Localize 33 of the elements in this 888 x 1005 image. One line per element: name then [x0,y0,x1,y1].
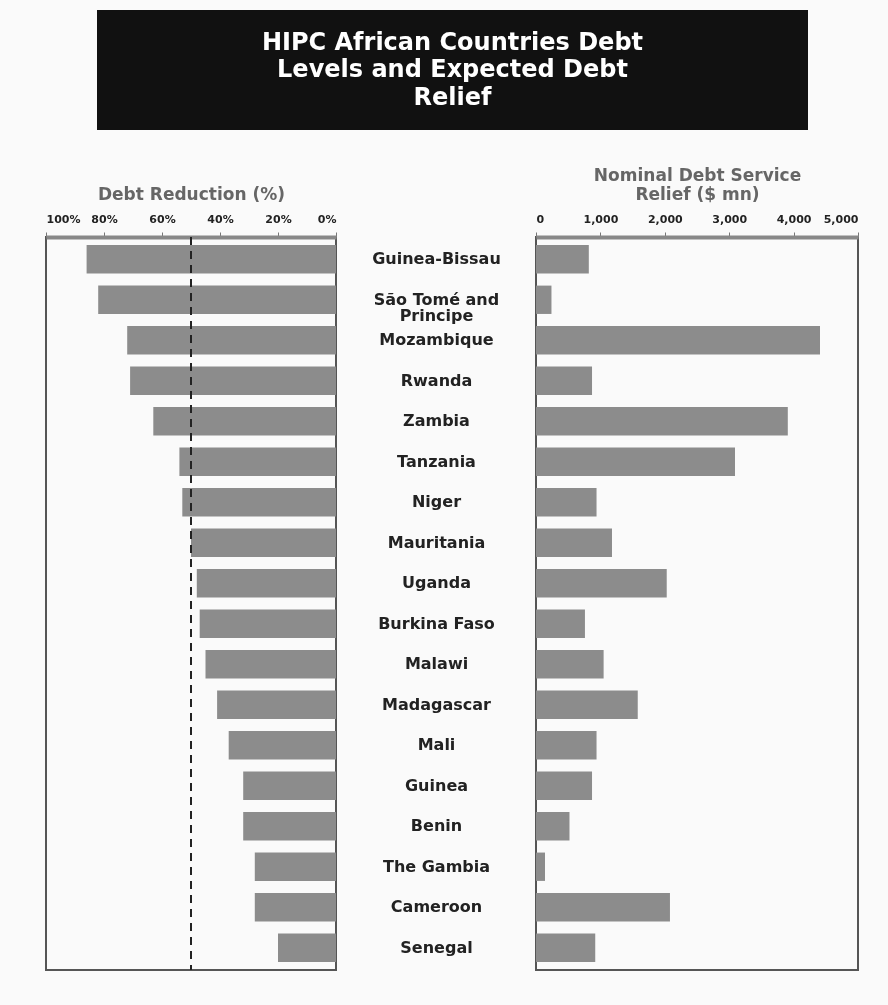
x-axis-title: Nominal Debt Service Relief ($ mn) [593,164,802,204]
y-tick-label: Niger [411,492,462,512]
y-tick-label: Madagascar [382,694,492,714]
y-tick-label: Mali [417,735,456,755]
y-tick-label: Zambia [403,411,470,431]
y-tick-label: Malawi [404,654,469,674]
x-tick-label: 2,000 [647,212,684,226]
x-tick-label: 5,000 [823,212,859,226]
x-tick-label: 0 [536,212,545,226]
y-tick-label: Benin [410,816,463,836]
y-tick-label: São Tomé and Principe [373,289,500,325]
x-tick-label: 20% [265,212,292,226]
x-tick-label: 80% [91,212,118,226]
y-tick-label: Cameroon [390,897,483,917]
x-tick-label: 1,000 [583,212,619,226]
y-tick-label: Guinea-Bissau [372,249,501,269]
x-tick-label: 3,000 [712,212,748,226]
x-tick-label: 60% [149,212,176,226]
y-tick-label: Guinea [404,775,469,795]
y-tick-label: Senegal [400,937,473,957]
y-tick-label: Burkina Faso [378,613,495,633]
x-tick-label: 40% [207,212,234,226]
text: HIPC African Countries Debt Levels and Expected Debt Relief [97,10,808,130]
x-tick-label: 0% [317,212,337,226]
x-tick-label: 100% [46,212,81,226]
y-tick-label: Mauritania [387,532,486,552]
y-tick-label: The Gambia [382,856,491,876]
y-tick-label: Rwanda [400,370,473,390]
y-tick-label: Uganda [402,573,471,593]
y-tick-label: Mozambique [379,330,494,350]
x-axis-title: Debt Reduction (%) [97,183,286,204]
x-tick-label: 4,000 [776,212,812,226]
y-tick-label: Tanzania [397,451,476,471]
